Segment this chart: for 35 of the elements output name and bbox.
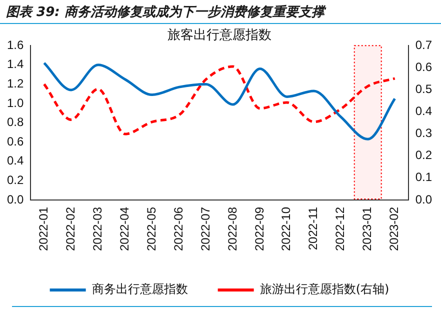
legend-label: 旅游出行意愿指数(右轴) [260, 282, 390, 296]
y-tick-label: 0.8 [6, 115, 24, 130]
legend-label: 商务出行意愿指数 [92, 282, 188, 296]
x-tick-label: 2022-05 [144, 206, 158, 252]
y2-tick-label: 0.3 [415, 126, 432, 140]
x-tick-label: 2022-07 [198, 206, 212, 252]
y2-tick-label: 0.5 [415, 82, 432, 96]
y2-tick-label: 0.1 [415, 170, 432, 184]
y-tick-label: 1.4 [6, 57, 24, 72]
x-tick-label: 2022-03 [90, 206, 104, 252]
y-tick-label: 1.6 [6, 38, 24, 52]
y-tick-label: 0.4 [6, 154, 24, 168]
x-tick-label: 2022-10 [279, 206, 294, 252]
y2-tick-label: 0.2 [415, 148, 432, 162]
x-tick-label: 2022-04 [117, 206, 132, 252]
x-tick-label: 2023-02 [387, 206, 402, 252]
x-tick-label: 2022-01 [36, 206, 50, 252]
x-tick-label: 2023-01 [360, 206, 374, 252]
chart-subtitle: 旅客出行意愿指数 [168, 27, 272, 44]
y-tick-label: 1.2 [6, 76, 24, 91]
x-tick-label: 2022-09 [252, 206, 266, 252]
x-tick-label: 2022-11 [306, 206, 320, 250]
y2-tick-label: 0.7 [415, 38, 432, 52]
y2-tick-label: 0.4 [415, 104, 432, 118]
x-tick-label: 2022-02 [63, 206, 78, 252]
y-tick-label: 1.0 [6, 96, 24, 110]
y-tick-label: 0.2 [6, 172, 24, 187]
y2-tick-label: 0.6 [415, 60, 432, 74]
y-tick-label: 0.0 [6, 192, 24, 206]
x-tick-label: 2022-12 [333, 206, 348, 252]
y2-tick-label: 0.0 [415, 192, 432, 206]
y-tick-label: 0.6 [6, 134, 24, 148]
x-tick-label: 2022-08 [225, 206, 240, 252]
x-tick-label: 2022-06 [171, 206, 186, 252]
chart-title: 图表 39: 商务活动修复或成为下一步消费修复重要支撑 [0, 0, 441, 24]
